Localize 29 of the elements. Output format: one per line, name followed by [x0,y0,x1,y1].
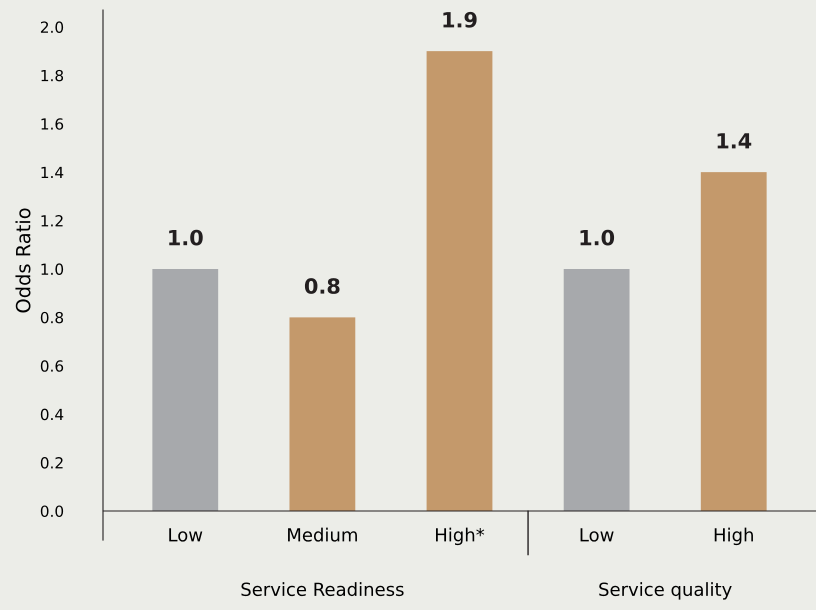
y-tick-label: 0.6 [40,360,64,372]
bar [289,317,356,511]
x-tick-label: Medium [288,528,357,542]
bar [152,268,218,511]
y-tick-label: 1.8 [41,70,64,82]
data-label: 1.0 [169,230,203,246]
bar [700,172,767,511]
y-tick-label: 1.0 [41,263,64,275]
bar [564,268,630,511]
y-tick-label: 1.6 [41,118,64,130]
x-tick-label: High [714,528,753,546]
y-tick-label: 2.0 [40,21,64,33]
data-label: 1.4 [718,133,752,148]
y-axis-title: Odds Ratio [15,208,30,313]
x-tick-label: High* [436,528,484,546]
x-tick-label: Low [169,528,202,542]
y-tick-label: 0.0 [40,505,64,518]
y-tick-label: 1.2 [41,215,63,226]
bar [426,51,492,511]
data-label: 1.0 [580,230,614,246]
y-tick-label: 0.8 [40,312,64,324]
text: Service quality [599,582,732,600]
y-tick-label: 1.4 [41,166,64,178]
x-tick-label: Low [580,528,614,542]
text: Service Readiness [241,582,404,596]
data-label: 0.8 [304,278,340,294]
data-label: 1.9 [443,12,477,28]
y-tick-label: 0.4 [40,408,64,420]
y-tick-label: 0.2 [40,457,63,469]
